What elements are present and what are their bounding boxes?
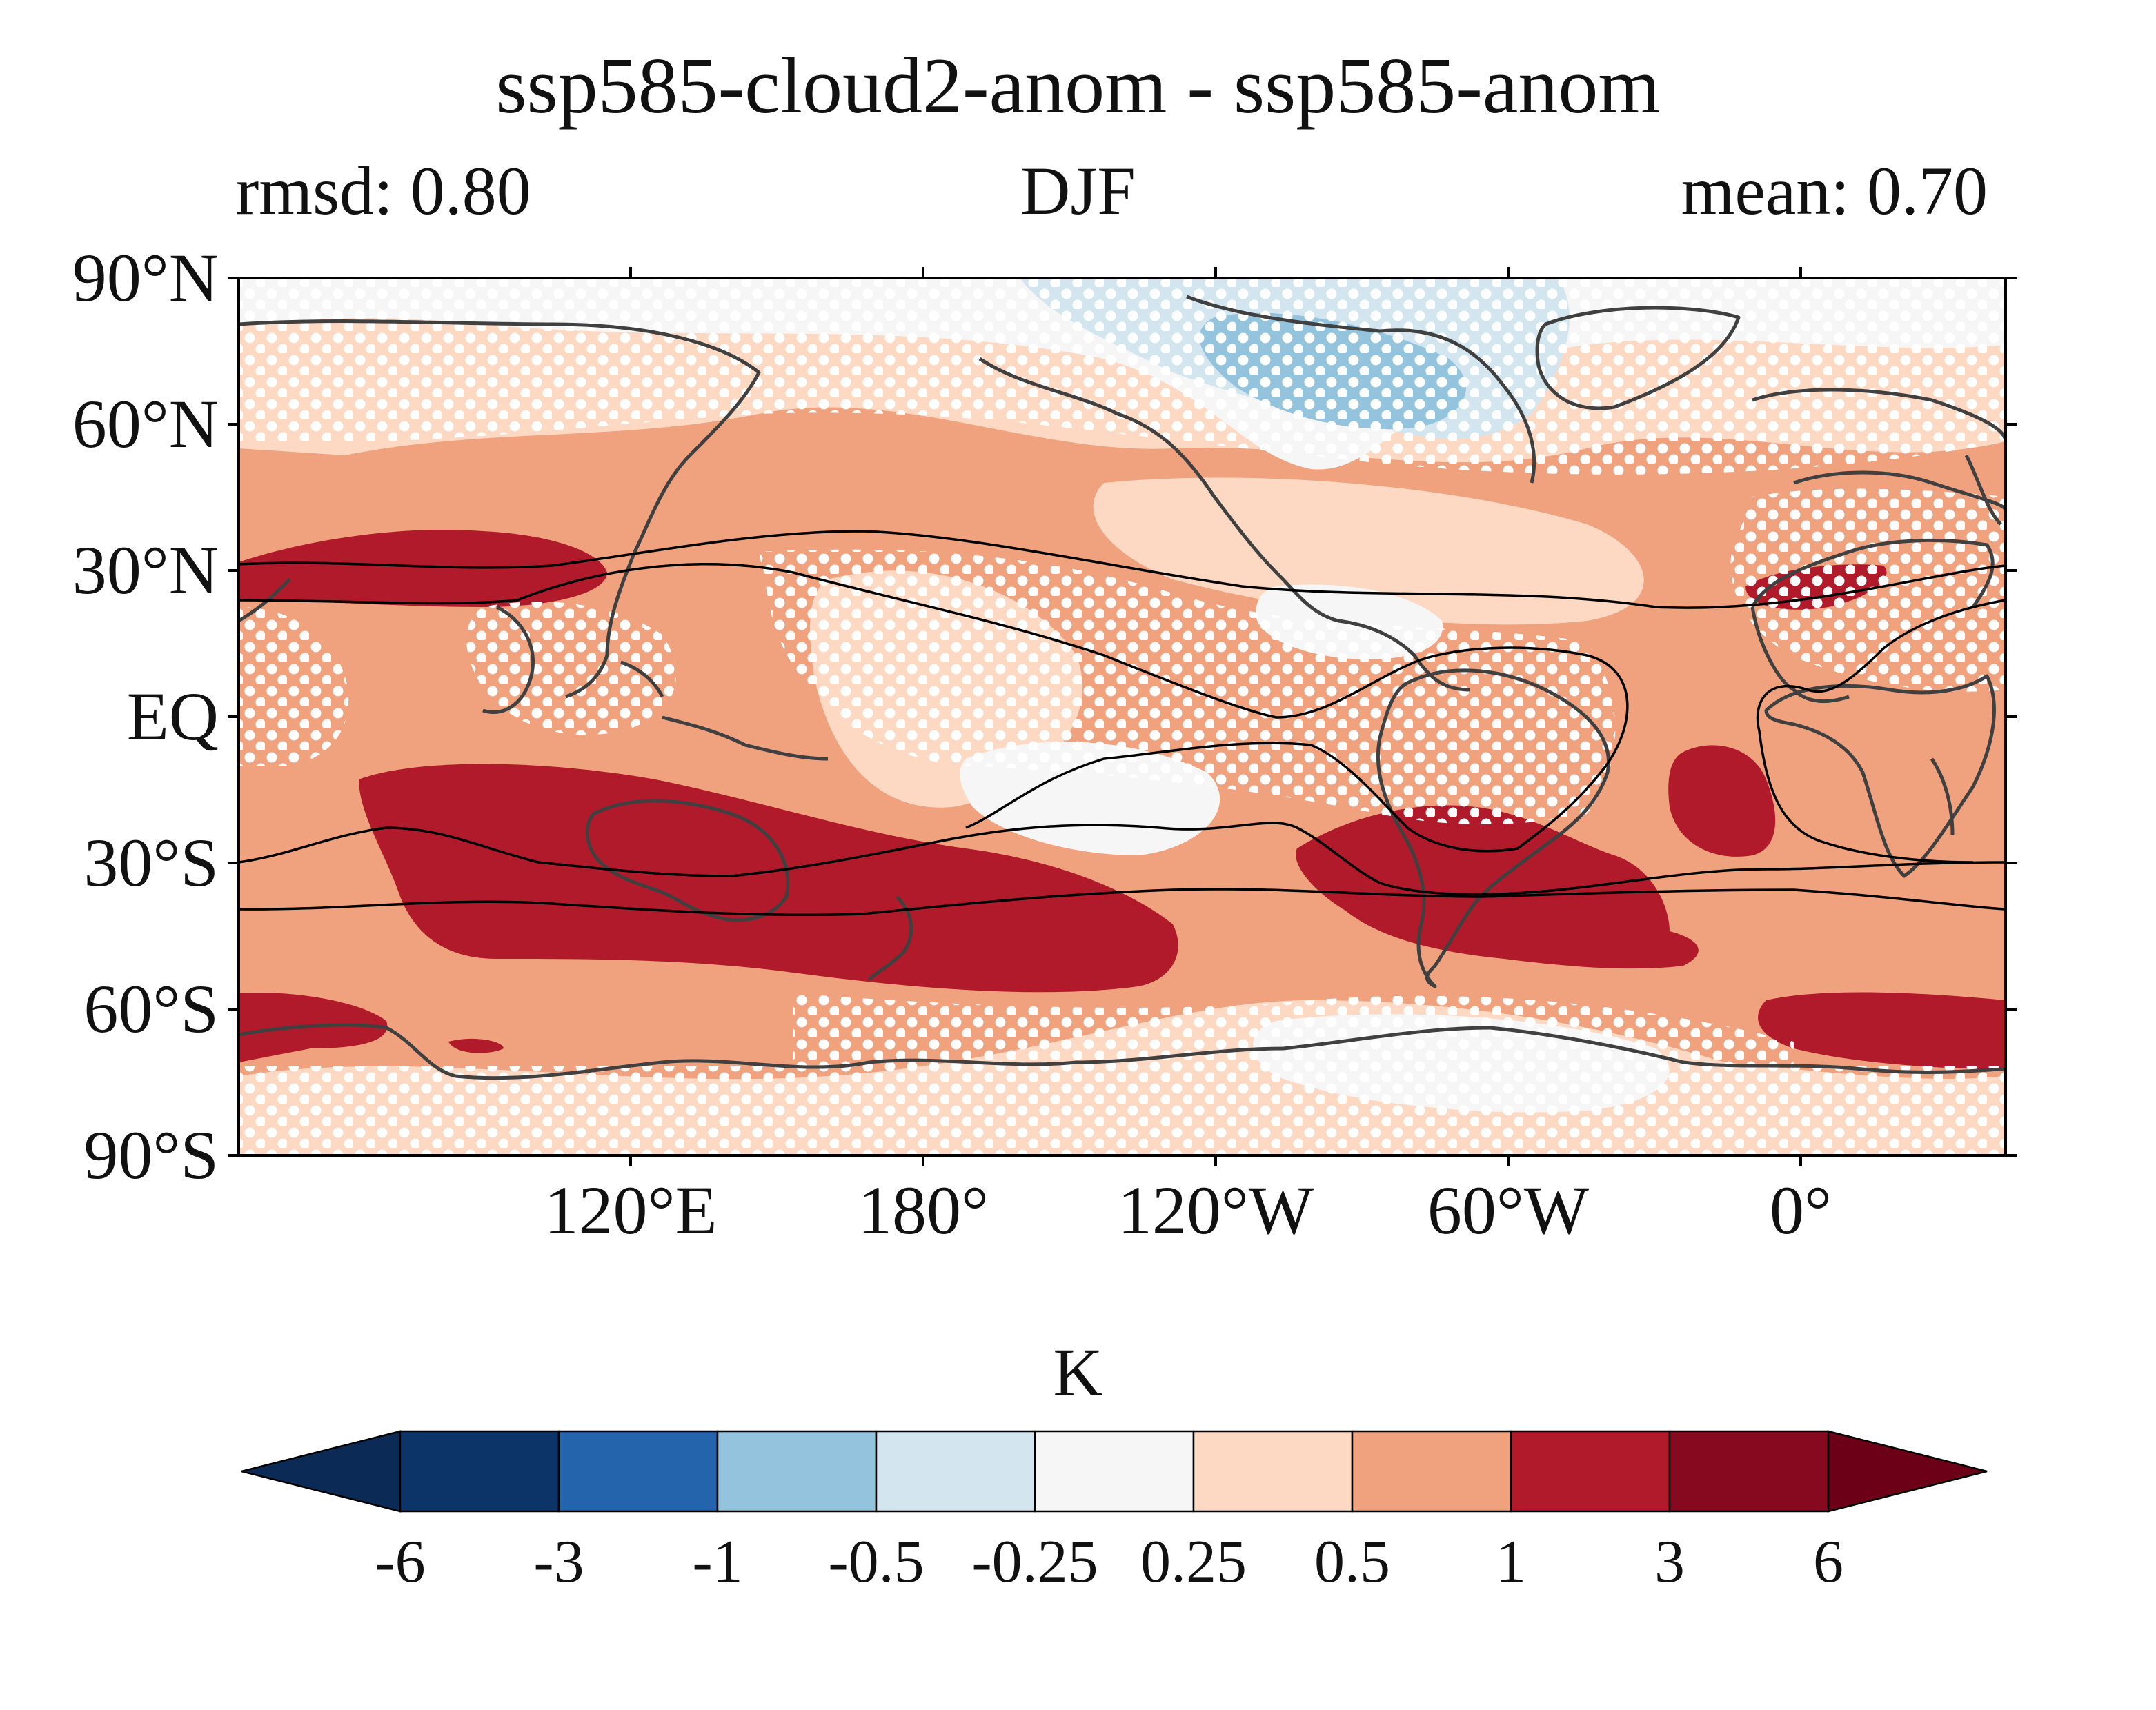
colorbar bbox=[241, 1430, 1988, 1513]
x-tick-label: 120°W bbox=[1117, 1172, 1314, 1249]
antarctic-east-positive-anomaly bbox=[1758, 992, 2006, 1069]
y-tick-label: 30°S bbox=[83, 824, 219, 901]
colorbar-tick-label: -6 bbox=[375, 1529, 426, 1595]
map-plot-area bbox=[239, 278, 2006, 1155]
colorbar-tick-label: 3 bbox=[1654, 1529, 1685, 1595]
x-tick-label: 0° bbox=[1770, 1172, 1832, 1249]
y-tick-label: EQ bbox=[126, 678, 219, 755]
x-tick-label: 60°W bbox=[1427, 1172, 1590, 1249]
y-tick-label: 90°N bbox=[72, 239, 219, 316]
y-tick-label: 60°S bbox=[83, 971, 219, 1047]
colorbar-tick-label: 0.5 bbox=[1314, 1529, 1390, 1595]
coastlines bbox=[239, 295, 2006, 1080]
colorbar-extend-high bbox=[1827, 1430, 1988, 1513]
colorbar-tick-label: 0.25 bbox=[1140, 1529, 1247, 1595]
colorbar-extend-low bbox=[241, 1430, 402, 1513]
colorbar-units: K bbox=[1053, 1334, 1103, 1411]
south-atlantic-east-positive-anomaly bbox=[1668, 745, 1776, 857]
x-tick-label: 120°E bbox=[544, 1172, 718, 1249]
colorbar-tick-label: -3 bbox=[533, 1529, 584, 1595]
y-tick-label: 30°N bbox=[72, 532, 219, 608]
x-tick-label: 180° bbox=[858, 1172, 989, 1249]
y-axis-ticks bbox=[228, 277, 2017, 1157]
colorbar-tick-label: -0.25 bbox=[971, 1529, 1098, 1595]
asia-positive-anomaly bbox=[239, 530, 607, 607]
colorbar-tick-label: -0.5 bbox=[828, 1529, 924, 1595]
rmsd-label: rmsd: 0.80 bbox=[236, 152, 531, 229]
mid-latitude-light-patch bbox=[1093, 477, 1644, 625]
y-tick-label: 60°N bbox=[72, 386, 219, 462]
x-axis-ticks bbox=[629, 267, 1802, 1166]
y-tick-label: 90°S bbox=[83, 1117, 219, 1193]
map-title: ssp585-cloud2-anom - ssp585-anom bbox=[495, 42, 1661, 130]
southern-ocean-positive-anomaly bbox=[359, 764, 1178, 993]
small-positive-anomaly bbox=[448, 1038, 504, 1053]
colorbar-tick-label: 6 bbox=[1813, 1529, 1843, 1595]
south-atlantic-positive-anomaly bbox=[1296, 805, 1699, 969]
colorbar-tick-label: -1 bbox=[692, 1529, 743, 1595]
mean-label: mean: 0.70 bbox=[1681, 152, 1988, 229]
season-label: DJF bbox=[1020, 152, 1136, 229]
colorbar-tick-label: 1 bbox=[1496, 1529, 1526, 1595]
contour-lines bbox=[239, 530, 2006, 917]
